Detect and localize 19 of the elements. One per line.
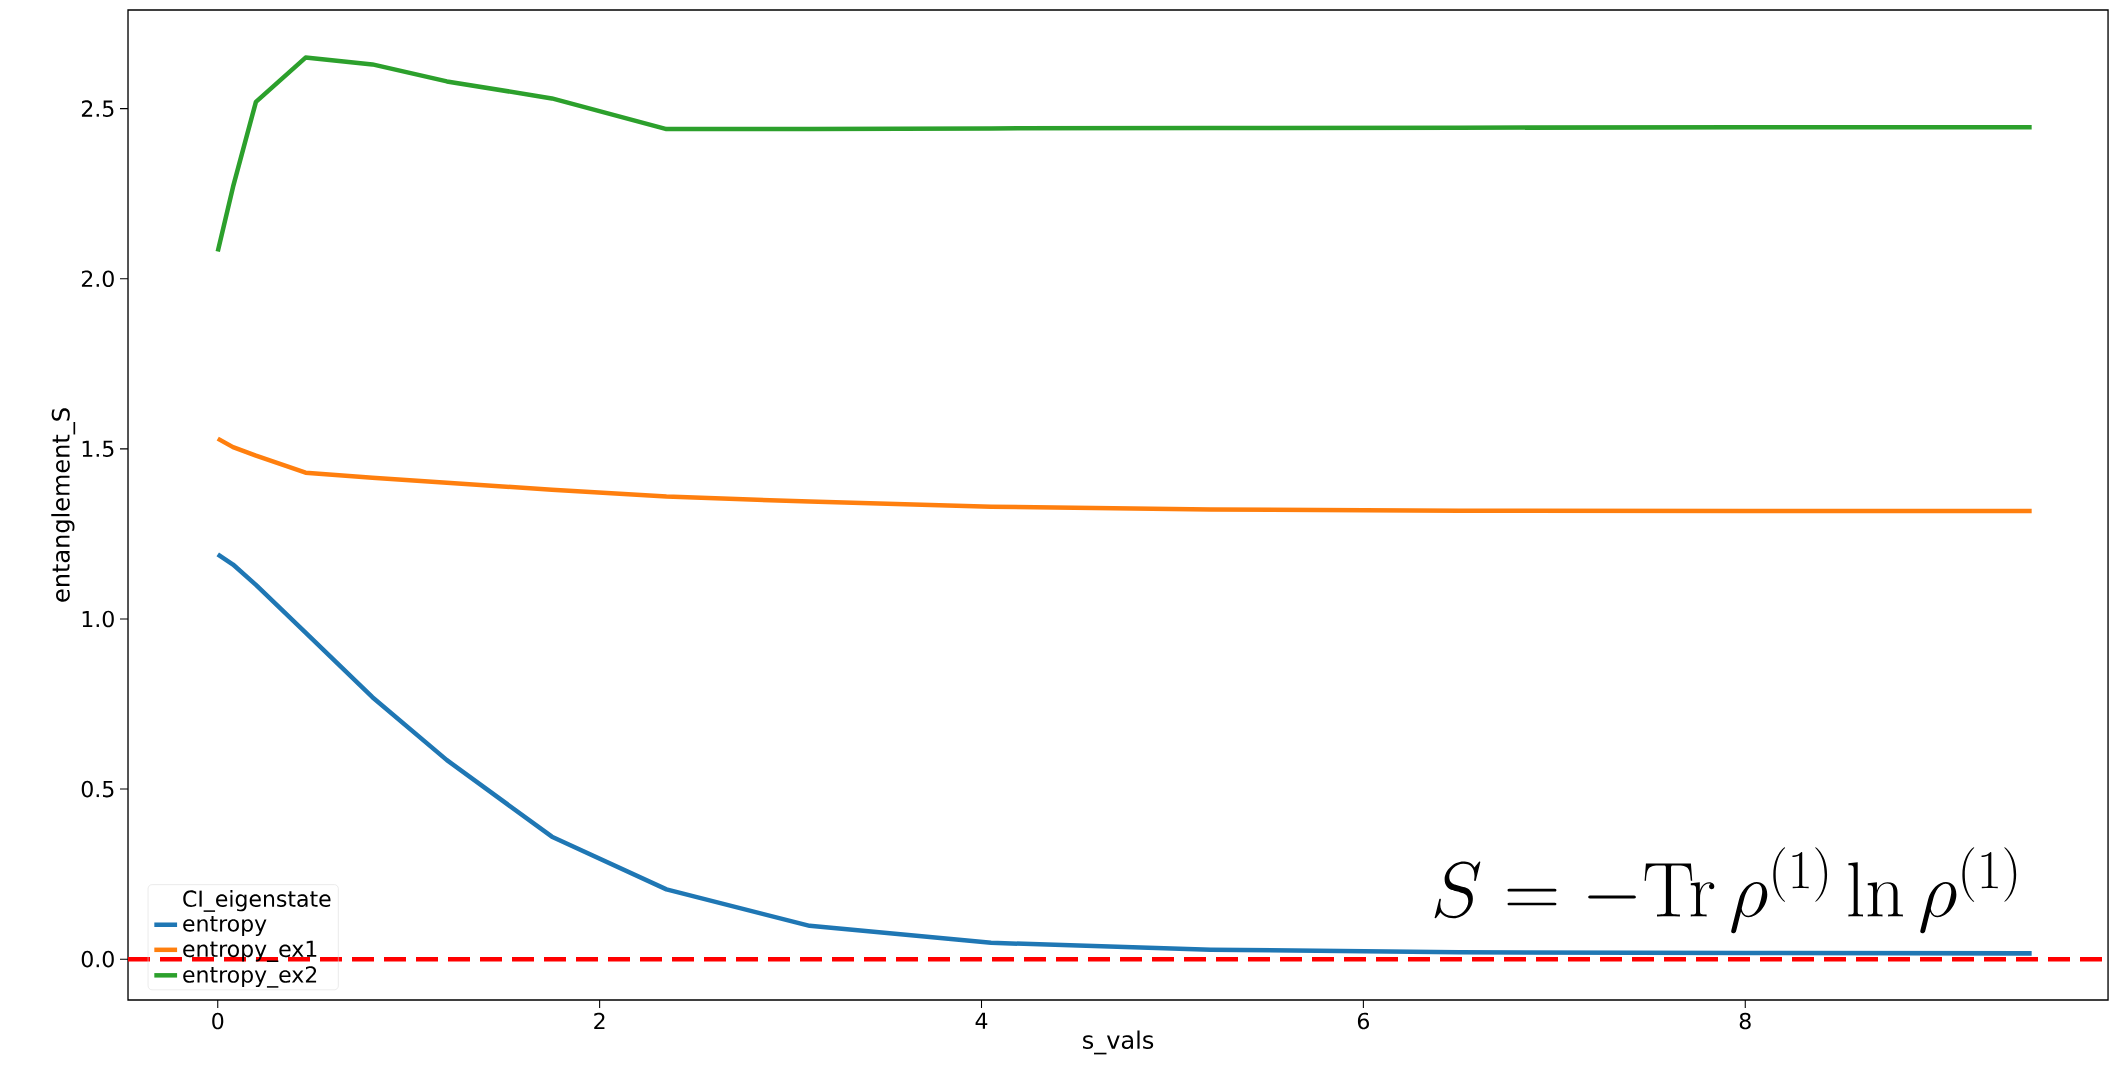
line-series [215, 55, 2034, 254]
x-tick-label: 4 [975, 1012, 988, 1029]
x-axis-title: s_vals [1083, 1030, 1154, 1055]
legend-label: entropy_ex2 [183, 966, 317, 988]
legend-title: CI_eigenstate [183, 889, 331, 912]
x-tick-label: 6 [1357, 1012, 1369, 1030]
y-tick-label: 0.0 [81, 950, 114, 968]
legend-label: entropy [183, 916, 267, 937]
x-tick-label: 8 [1739, 1012, 1751, 1030]
y-tick-label: 0.5 [81, 780, 114, 798]
y-tick-label: 1.0 [82, 610, 114, 628]
line-series [215, 436, 2034, 514]
x-tick-label: 2 [594, 1012, 605, 1030]
y-tick-label: 1.5 [82, 440, 114, 458]
y-tick-label: 2.5 [81, 100, 114, 117]
annotation: $S = -\mathrm{Tr}\,\rho^{(1)}\ln\rho^{(1)}$ [1434, 847, 2017, 934]
x-tick-label: 0 [212, 1012, 224, 1030]
y-tick-label: 2.0 [81, 270, 114, 288]
y-axis-title: entanglement_S [51, 408, 76, 602]
